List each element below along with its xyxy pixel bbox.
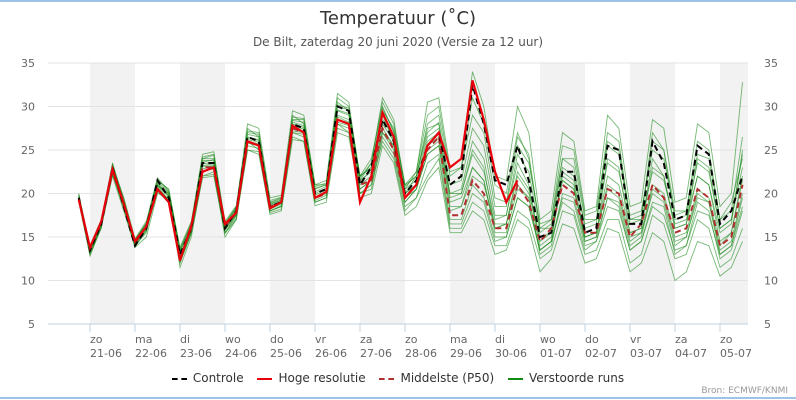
x-tick-day: wo [540, 333, 556, 346]
x-tick-date: 03-07 [630, 347, 662, 360]
x-tick-day: do [270, 333, 284, 346]
x-tick-day: do [585, 333, 599, 346]
x-tick-day: ma [450, 333, 467, 346]
y-tick-label-right: 25 [764, 144, 778, 157]
hoge-resolutie-line [77, 80, 519, 261]
y-tick-label-right: 15 [764, 231, 778, 244]
legend-swatch-p50 [379, 377, 395, 380]
y-tick-label-left: 35 [21, 57, 35, 70]
y-tick-label-right: 5 [764, 318, 771, 331]
y-tick-label-right: 10 [764, 275, 778, 288]
y-tick-label-left: 30 [21, 101, 35, 114]
ensemble-member-line [78, 123, 743, 270]
x-tick-date: 29-06 [450, 347, 482, 360]
x-tick-date: 25-06 [270, 347, 302, 360]
y-tick-label-right: 20 [764, 188, 778, 201]
legend-label-controle: Controle [192, 371, 244, 385]
legend-label-p50: Middelste (P50) [400, 371, 495, 385]
y-tick-label-right: 30 [764, 101, 778, 114]
chart-title: Temperatuur (˚C) [319, 8, 477, 29]
top-border [0, 0, 796, 2]
x-tick-day: wo [225, 333, 241, 346]
x-tick-day: di [495, 333, 505, 346]
x-tick-day: zo [90, 333, 103, 346]
x-tick-date: 27-06 [360, 347, 392, 360]
y-tick-label-left: 20 [21, 188, 35, 201]
ensemble-member-line [78, 131, 743, 282]
ensemble-member-line [78, 121, 743, 262]
legend-label-hoge-resolutie: Hoge resolutie [278, 371, 366, 385]
x-tick-date: 23-06 [180, 347, 212, 360]
x-tick-day: za [360, 333, 373, 346]
x-tick-day: za [675, 333, 688, 346]
bottom-border [0, 397, 796, 399]
legend-label-verstoorde-runs: Verstoorde runs [528, 371, 625, 385]
y-tick-label-right: 35 [764, 57, 778, 70]
legend-swatch-hoge-resolutie [257, 377, 273, 380]
x-tick-day: di [180, 333, 190, 346]
p50-line [77, 118, 744, 263]
x-tick-day: zo [405, 333, 418, 346]
legend-item-p50[interactable]: Middelste (P50) [379, 371, 494, 385]
y-tick-label-left: 25 [21, 144, 35, 157]
x-tick-date: 28-06 [405, 347, 437, 360]
legend-item-controle[interactable]: Controle [171, 371, 244, 385]
source-credit: Bron: ECMWF/KNMI [701, 386, 788, 396]
legend-swatch-verstoorde-runs [507, 377, 523, 380]
legend-swatch-controle [171, 377, 187, 380]
y-tick-label-left: 15 [21, 231, 35, 244]
x-tick-date: 01-07 [540, 347, 572, 360]
x-tick-day: ma [135, 333, 152, 346]
x-tick-date: 30-06 [495, 347, 527, 360]
chart-subtitle: De Bilt, zaterdag 20 juni 2020 (Versie z… [252, 35, 544, 49]
x-tick-day: vr [315, 333, 327, 346]
x-tick-date: 24-06 [225, 347, 257, 360]
y-tick-label-left: 10 [21, 275, 35, 288]
x-tick-date: 21-06 [90, 347, 122, 360]
legend: Controle Hoge resolutie Middelste (P50) … [0, 371, 796, 385]
x-tick-day: zo [720, 333, 733, 346]
x-tick-date: 02-07 [585, 347, 617, 360]
legend-item-verstoorde-runs[interactable]: Verstoorde runs [507, 371, 625, 385]
x-tick-date: 22-06 [135, 347, 167, 360]
x-tick-day: vr [630, 333, 642, 346]
y-tick-label-left: 5 [28, 318, 35, 331]
ensemble-member-line [78, 100, 743, 251]
x-tick-date: 26-06 [315, 347, 347, 360]
x-tick-date: 05-07 [720, 347, 752, 360]
legend-item-hoge-resolutie[interactable]: Hoge resolutie [257, 371, 366, 385]
x-tick-date: 04-07 [675, 347, 707, 360]
